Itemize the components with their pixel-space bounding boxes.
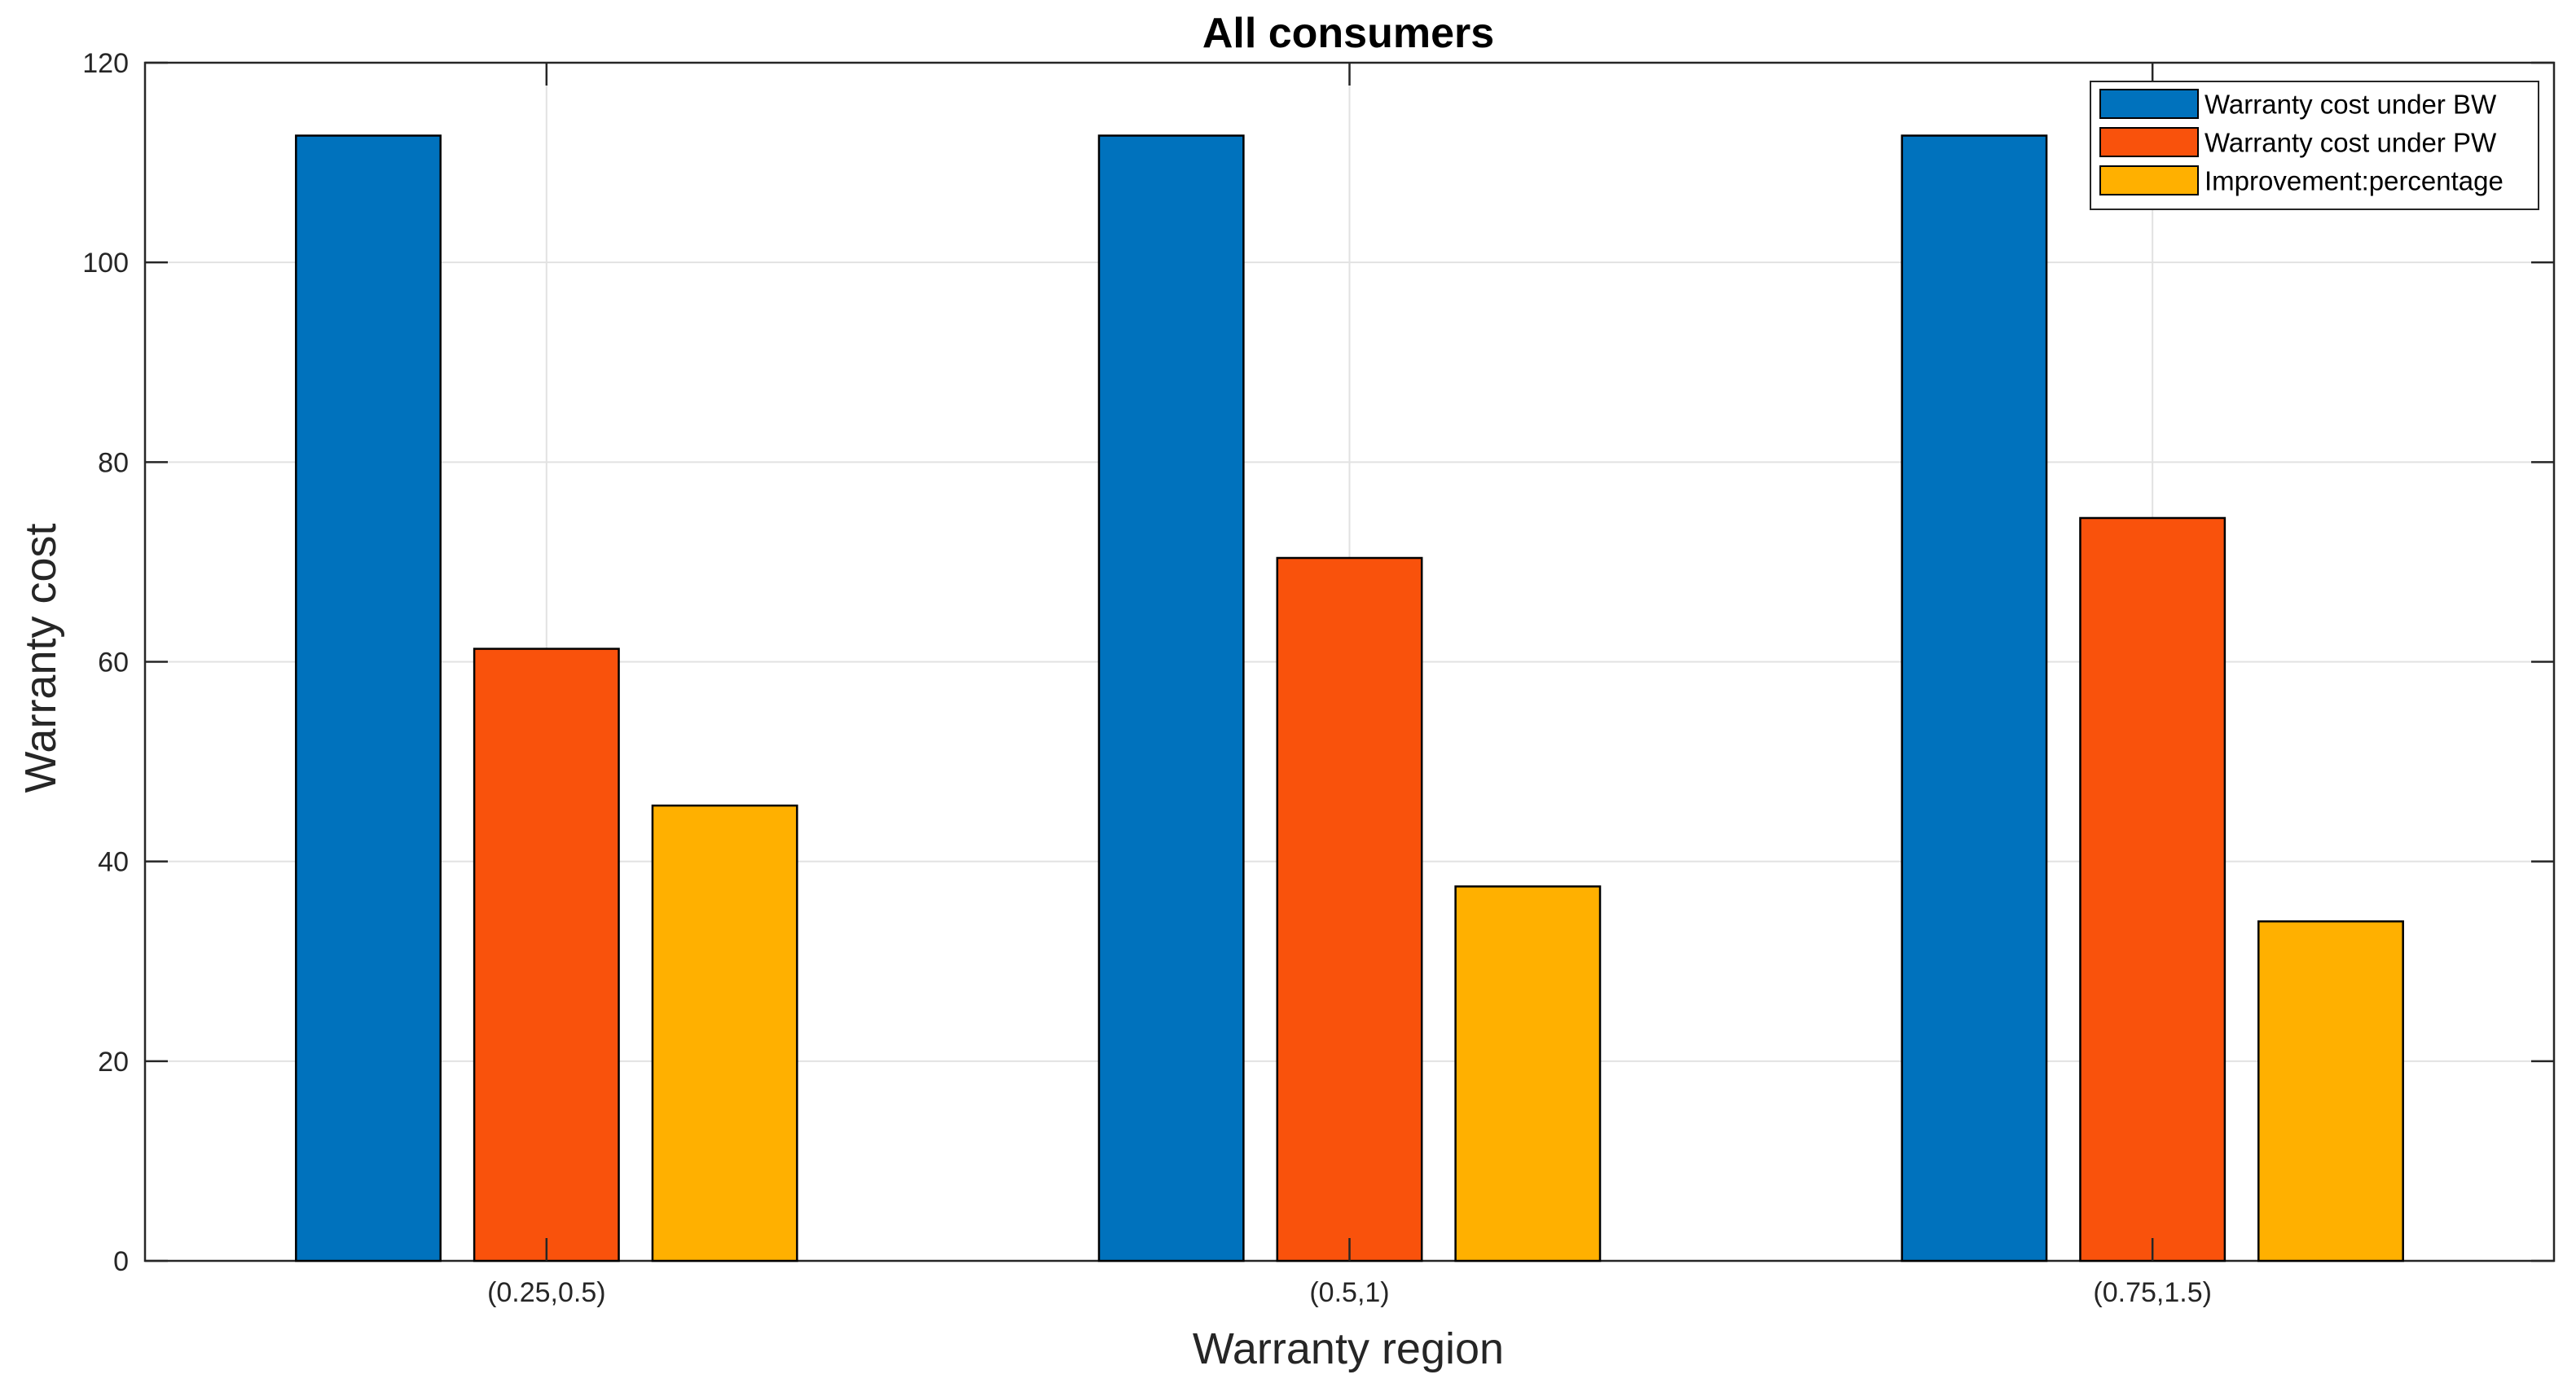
legend-swatch	[2099, 127, 2199, 157]
y-axis-label: Warranty cost	[16, 523, 65, 793]
x-tick-label: (0.75,1.5)	[2093, 1277, 2212, 1308]
bar-1-3	[1901, 134, 2048, 1262]
legend-swatch	[2099, 89, 2199, 119]
y-tick-label: 0	[113, 1246, 129, 1277]
y-tick-label: 40	[98, 847, 129, 878]
bar-1-2	[1097, 134, 1245, 1262]
ticks-layer: 0 20 40 60 80 100 120 (0.25,0.5) (0.5,1) (0.75,1.…	[82, 48, 2554, 1308]
y-tick-label: 60	[98, 648, 129, 678]
x-tick-label: (0.5,1)	[1309, 1277, 1389, 1308]
legend-label: Improvement:percentage	[2205, 166, 2503, 196]
bars-layer	[295, 134, 2404, 1262]
chart-title: All consumers	[1202, 10, 1494, 57]
y-tick-label: 100	[82, 248, 129, 279]
legend-label: Warranty cost under PW	[2205, 128, 2497, 158]
y-tick-label: 120	[82, 48, 129, 79]
bar-3-2	[1454, 885, 1602, 1262]
x-axis-label: Warranty region	[1193, 1324, 1504, 1373]
bar-2-2	[1276, 556, 1423, 1262]
bar-3-3	[2257, 920, 2404, 1262]
bar-2-3	[2079, 516, 2227, 1262]
y-tick-label: 80	[98, 447, 129, 478]
bar-1-1	[295, 134, 442, 1262]
legend-label: Warranty cost under BW	[2205, 90, 2497, 120]
x-tick-label: (0.25,0.5)	[487, 1277, 606, 1308]
legend-swatch	[2099, 165, 2199, 195]
legend: Warranty cost under BW Warranty cost unde…	[2090, 81, 2539, 210]
bar-2-1	[473, 648, 620, 1262]
y-tick-label: 20	[98, 1047, 129, 1078]
bar-3-1	[651, 804, 798, 1262]
